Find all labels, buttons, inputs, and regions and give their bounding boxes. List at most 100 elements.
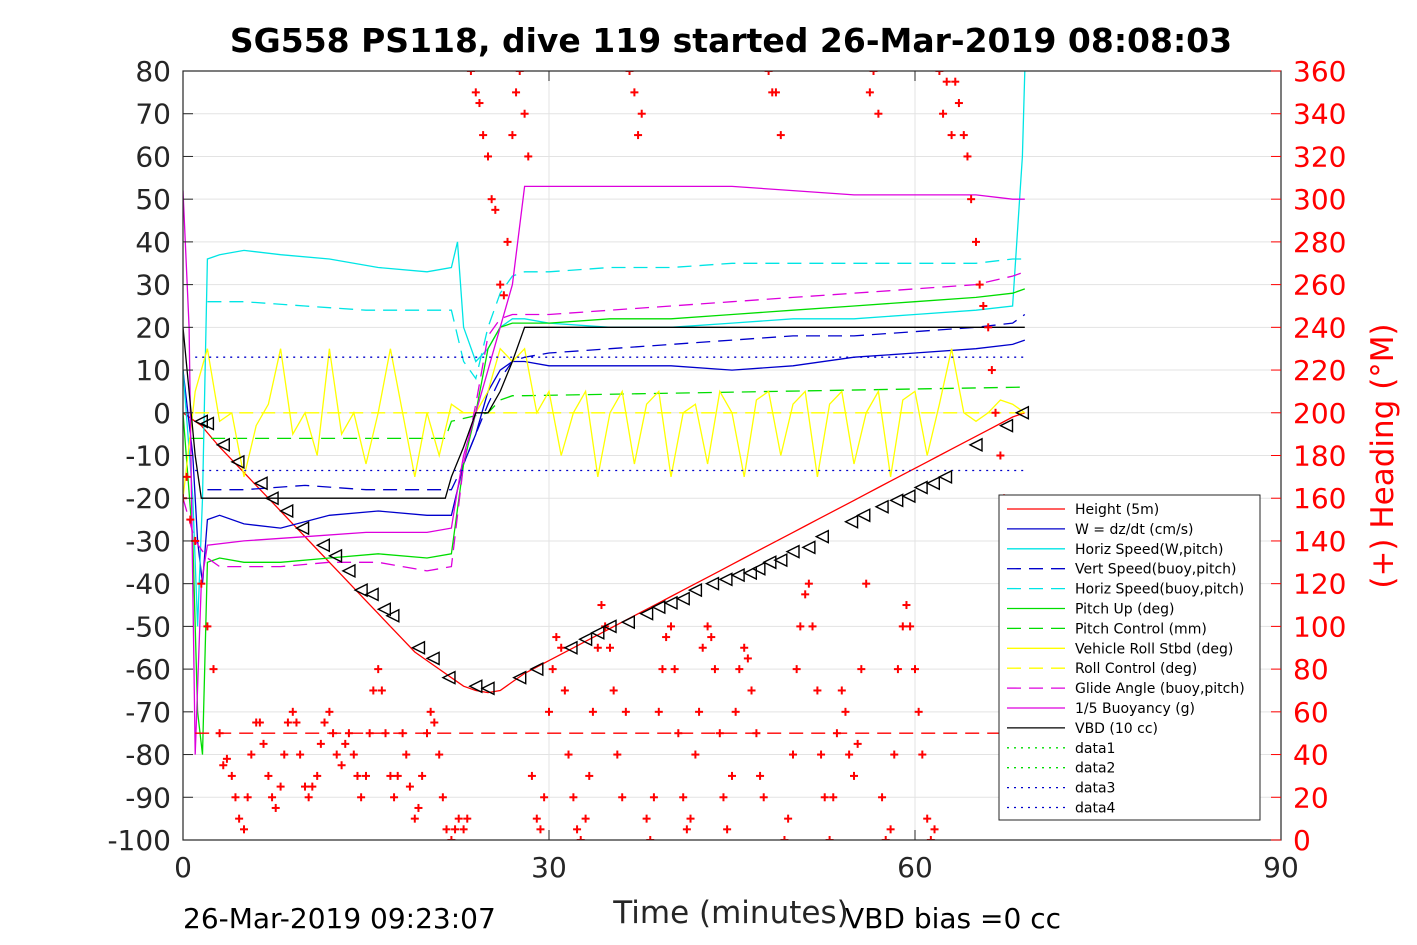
legend-item: Horiz Speed(buoy,pitch): [1007, 582, 1244, 598]
y-right-tick-label: 60: [1293, 696, 1329, 729]
heading-point: [435, 750, 444, 759]
legend-label: data3: [1075, 781, 1115, 797]
x-axis-label: Time (minutes): [612, 895, 848, 931]
heading-point: [829, 793, 838, 802]
y-tick-label: -80: [125, 739, 171, 772]
depth-marker: [264, 491, 279, 506]
heading-point: [642, 814, 651, 823]
heading-point: [837, 686, 846, 695]
heading-point: [874, 109, 883, 118]
y-tick-label: -20: [125, 482, 171, 515]
heading-point: [850, 771, 858, 780]
y-right-tick-label: 40: [1293, 739, 1329, 772]
heading-point: [524, 152, 533, 161]
y-tick-label: -70: [125, 696, 171, 729]
heading-point: [398, 729, 407, 738]
heading-point: [911, 665, 919, 674]
depth-marker: [1014, 405, 1030, 420]
legend-label: Pitch Control (mm): [1075, 621, 1207, 637]
depth-marker: [512, 670, 527, 685]
legend-label: 1/5 Buoyancy (g): [1075, 701, 1195, 717]
heading-point: [820, 793, 829, 802]
heading-point: [264, 771, 273, 780]
y-right-tick-label: 360: [1293, 55, 1346, 88]
heading-point: [512, 88, 521, 97]
depth-marker: [353, 582, 368, 598]
heading-point: [935, 71, 944, 75]
heading-point: [552, 633, 561, 642]
depth-marker: [602, 619, 617, 634]
heading-point: [316, 739, 325, 748]
depth-marker: [874, 499, 889, 514]
heading-point: [959, 131, 968, 140]
heading-point: [487, 195, 496, 204]
y-tick-label: -30: [125, 525, 171, 558]
heading-point: [227, 771, 236, 780]
heading-point: [215, 729, 224, 738]
y-tick-label: -100: [107, 824, 171, 857]
heading-point: [247, 750, 256, 759]
series-line-glide: [183, 271, 1026, 572]
depth-marker: [410, 640, 426, 655]
heading-point: [532, 814, 541, 823]
depth-marker: [704, 576, 720, 591]
heading-point: [723, 825, 732, 834]
heading-point: [649, 793, 658, 802]
heading-point: [759, 793, 768, 802]
legend-item: data2: [1007, 761, 1115, 777]
heading-point: [491, 205, 500, 214]
heading-point: [447, 836, 456, 840]
x-tick-label: 30: [531, 851, 567, 884]
heading-point: [808, 622, 817, 631]
y-right-tick-label: 0: [1293, 824, 1311, 857]
heading-point: [764, 71, 773, 75]
footer-timestamp: 26-Mar-2019 09:23:07: [183, 902, 496, 935]
heading-point: [186, 515, 195, 524]
heading-point: [918, 750, 927, 759]
depth-marker: [762, 555, 777, 570]
heading-point: [926, 836, 935, 840]
heading-point: [865, 88, 874, 97]
heading-point: [418, 771, 427, 780]
depth-marker: [327, 548, 343, 564]
heading-point: [386, 771, 395, 780]
heading-point: [597, 601, 606, 610]
depth-marker: [785, 544, 800, 559]
heading-point: [545, 707, 553, 716]
depth-marker: [341, 563, 356, 578]
legend-label: Horiz Speed(W,pitch): [1075, 542, 1223, 558]
depth-marker: [529, 661, 544, 677]
depth-marker: [468, 679, 483, 694]
heading-point: [667, 622, 675, 631]
heading-point: [893, 665, 902, 674]
y-right-tick-label: 300: [1293, 183, 1346, 216]
y-right-tick-label: 280: [1293, 226, 1346, 259]
heading-point: [337, 761, 346, 770]
legend-label: Glide Angle (buoy,pitch): [1075, 681, 1245, 697]
heading-point: [475, 99, 484, 108]
heading-point: [947, 131, 956, 140]
heading-point: [878, 793, 887, 802]
heading-point: [560, 686, 569, 695]
series-line-height: [183, 412, 1026, 694]
heading-point: [715, 729, 724, 738]
depth-marker: [563, 640, 578, 655]
heading-point: [288, 707, 297, 716]
y-right-tick-label: 140: [1293, 525, 1346, 558]
heading-point: [654, 707, 663, 716]
y-tick-label: -50: [125, 610, 171, 643]
heading-point: [658, 665, 667, 674]
heading-point: [869, 71, 878, 75]
series-line-pitch_ctrl: [189, 386, 1025, 440]
legend-item: VBD (10 cc): [1007, 721, 1158, 737]
depth-marker: [730, 567, 745, 583]
heading-point: [984, 323, 993, 332]
legend: Height (5m) W = dz/dt (cm/s) Horiz Speed(W…: [998, 494, 1261, 821]
y-tick-label: 80: [135, 55, 171, 88]
y-tick-label: -40: [125, 568, 171, 601]
heading-point: [662, 633, 671, 642]
marker-layer: [193, 405, 1030, 696]
heading-point: [817, 750, 826, 759]
heading-point: [703, 622, 712, 631]
y-right-tick-label: 80: [1293, 653, 1329, 686]
